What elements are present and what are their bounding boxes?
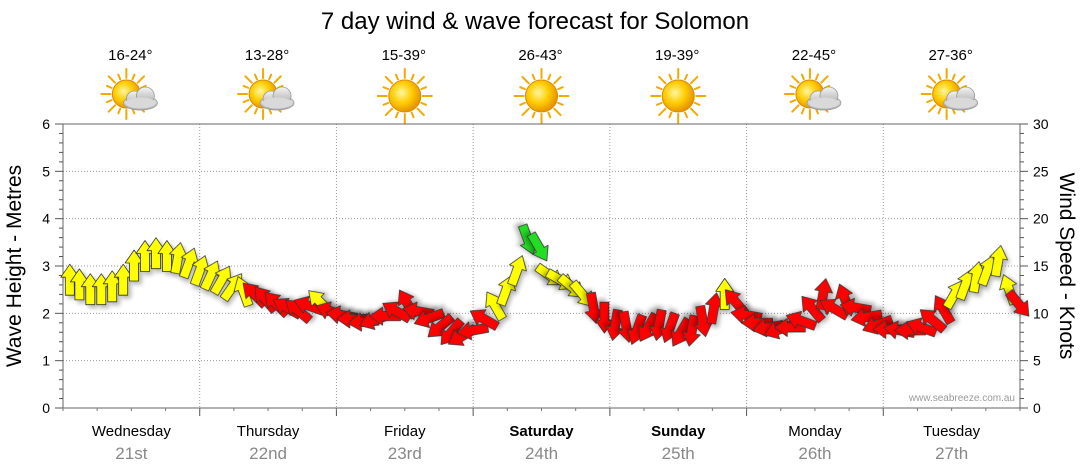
cloud-shape: [806, 86, 842, 111]
weather-icon-row: [100, 68, 979, 124]
sun-icon: [376, 68, 433, 124]
cloud-shape: [122, 86, 158, 111]
wind-arrow: [469, 309, 500, 331]
wind-arrow: [456, 321, 490, 341]
chart-title: 7 day wind & wave forecast for Solomon: [321, 8, 749, 35]
wind-arrow: [814, 278, 833, 311]
wind-arrow: [682, 314, 701, 347]
day-name-label: Thursday: [237, 423, 300, 440]
temperature-range: 26-43°: [518, 47, 562, 64]
temperature-range: 16-24°: [108, 47, 152, 64]
right-tick-label: 5: [1033, 353, 1041, 369]
day-date-label: 21st: [115, 444, 147, 463]
right-tick-label: 15: [1033, 258, 1049, 274]
wind-arrow: [989, 245, 1008, 278]
left-axis-title: Wave Height - Metres: [3, 165, 26, 367]
sun-rays: [650, 68, 707, 124]
cloud-shape: [943, 86, 979, 111]
wind-arrow: [527, 231, 549, 262]
sun-cloud-icon: [100, 68, 158, 120]
day-date-label: 24th: [525, 444, 558, 463]
right-tick-label: 25: [1033, 163, 1049, 179]
right-tick-label: 30: [1033, 116, 1049, 132]
day-labels: Wednesday 21st Thursday 22nd Friday 23rd Satur…: [62, 408, 1021, 463]
left-tick-label: 2: [42, 305, 50, 321]
day-name-label: Sunday: [651, 423, 706, 440]
temperature-range: 13-28°: [245, 47, 289, 64]
right-tick-label: 0: [1033, 400, 1041, 416]
sun-icon: [513, 68, 570, 124]
day-name-label: Tuesday: [923, 423, 980, 440]
sun-cloud-icon: [783, 68, 842, 120]
temperature-row: 16-24° 13-28° 15-39° 26-43° 19-39° 22-45° 27-3…: [108, 47, 973, 64]
right-tick-label: 10: [1033, 305, 1049, 321]
wind-arrow: [850, 308, 883, 327]
day-date-label: 25th: [662, 444, 695, 463]
right-tick-label: 20: [1033, 211, 1049, 227]
temperature-range: 19-39°: [655, 47, 699, 64]
wind-arrow: [819, 298, 850, 321]
sun-rays: [100, 68, 153, 120]
watermark: www.seabreeze.com.au: [908, 393, 1015, 404]
wind-arrow: [906, 317, 938, 338]
sun-cloud-icon: [920, 68, 979, 120]
left-tick-label: 1: [42, 353, 50, 369]
temperature-range: 15-39°: [382, 47, 426, 64]
wind-arrow: [919, 309, 948, 334]
day-date-label: 23rd: [388, 444, 422, 463]
left-tick-label: 3: [42, 258, 50, 274]
day-date-label: 26th: [798, 444, 831, 463]
temperature-range: 27-36°: [928, 47, 972, 64]
sun-icon: [650, 68, 707, 124]
sun-rays: [513, 68, 570, 124]
sun-rays: [376, 68, 433, 124]
wind-arrow: [785, 311, 818, 331]
wind-arrow: [569, 279, 594, 308]
wind-arrow: [1005, 289, 1030, 317]
wind-arrow: [413, 308, 446, 328]
wind-arrows: [60, 223, 1030, 347]
left-tick-label: 4: [42, 211, 50, 227]
wind-arrow: [801, 295, 826, 324]
left-axis: 0 1 2 3 4 5 6: [42, 116, 63, 416]
wind-arrow: [839, 297, 872, 317]
day-name-label: Friday: [384, 423, 426, 440]
wind-arrow: [507, 255, 527, 287]
day-date-label: 27th: [935, 444, 968, 463]
sun-cloud-icon: [237, 68, 295, 120]
day-name-label: Wednesday: [92, 423, 171, 440]
day-date-label: 22nd: [249, 444, 287, 463]
left-tick-label: 6: [42, 116, 50, 132]
cloud-shape: [259, 86, 295, 111]
right-axis-title: Wind Speed - Knots: [1055, 173, 1078, 360]
day-name-label: Monday: [788, 423, 842, 440]
day-name-label: Saturday: [509, 423, 574, 440]
right-axis: 0 5 10 15 20 25 30: [1020, 116, 1049, 416]
left-tick-label: 0: [42, 400, 50, 416]
left-tick-label: 5: [42, 163, 50, 179]
temperature-range: 22-45°: [792, 47, 836, 64]
